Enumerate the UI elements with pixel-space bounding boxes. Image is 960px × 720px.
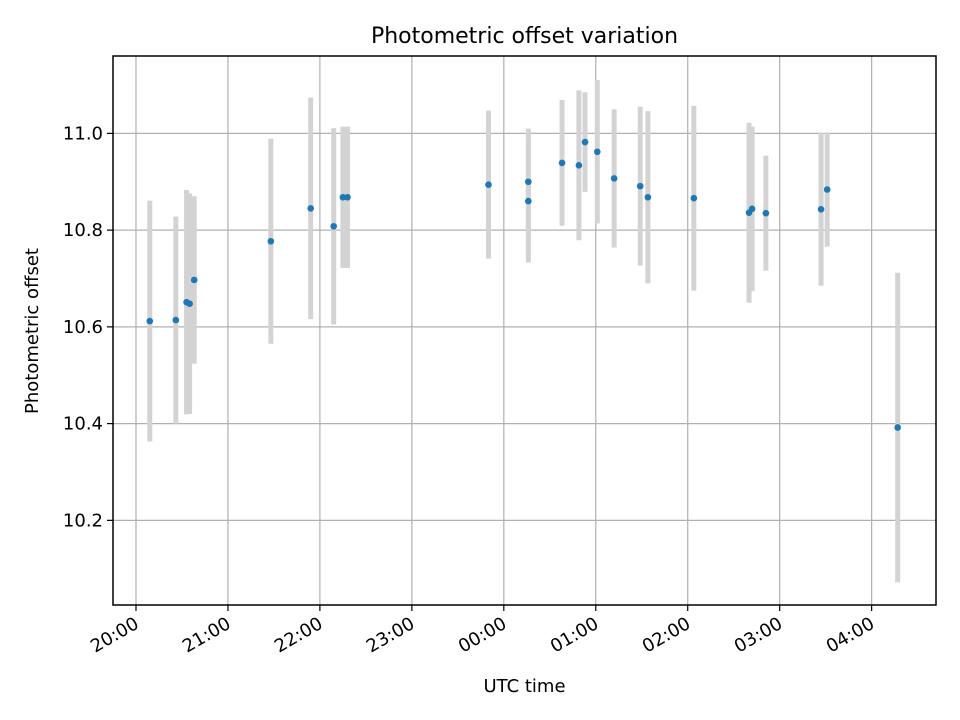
data-point [593,148,601,156]
data-point [525,197,532,205]
x-tick-label: 22:00 [271,613,326,657]
data-point [762,209,770,217]
x-axis-label: UTC time [483,676,565,697]
data-point [748,205,756,213]
grid-lines [113,56,936,605]
data-point [344,193,351,201]
data-point [485,181,492,188]
chart-title: Photometric offset variation [371,24,678,49]
x-tick-label: 04:00 [823,613,878,657]
data-point [894,424,901,431]
x-tick-label: 03:00 [731,613,786,657]
x-tick-label: 02:00 [639,613,694,657]
x-tick-label: 01:00 [547,613,602,657]
data-point [186,300,193,307]
data-point [525,178,532,186]
y-axis-label: Photometric offset [22,248,43,414]
y-tick-label: 11.0 [63,123,103,144]
error-bars [147,80,901,583]
x-tick-label: 23:00 [363,613,418,657]
data-point [817,206,825,213]
data-point [146,317,154,325]
data-point [307,205,315,212]
data-point [644,193,652,201]
data-points [146,138,901,431]
data-point [172,316,180,324]
data-point [190,276,198,284]
data-point [581,138,589,146]
data-point [823,186,831,193]
data-point [330,222,337,230]
y-tick-label: 10.4 [63,414,103,435]
x-tick-label: 21:00 [179,613,234,657]
x-tick-label: 20:00 [87,613,142,657]
data-point [575,162,583,169]
data-point [610,175,618,182]
data-point [636,182,644,190]
data-point [267,237,275,245]
plot-frame [112,55,937,606]
y-tick-label: 10.6 [63,317,103,338]
y-tick-label: 10.2 [63,510,103,531]
x-tick-label: 00:00 [455,613,510,657]
data-point [339,193,347,201]
data-point [690,194,698,202]
y-tick-label: 10.8 [63,220,103,241]
data-point [558,159,566,167]
